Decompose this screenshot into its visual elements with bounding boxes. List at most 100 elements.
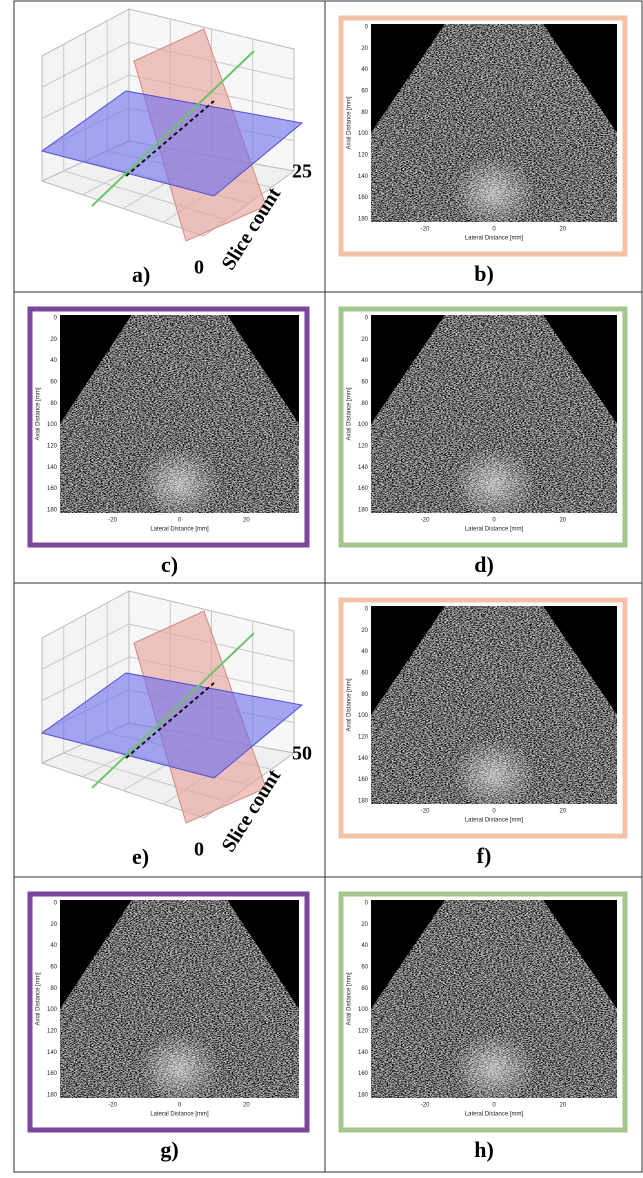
y-tick-label: 180 (358, 1093, 369, 1099)
bright-region (452, 157, 536, 228)
y-tick-label: 60 (361, 965, 368, 971)
x-tick-label: 20 (560, 227, 567, 233)
x-axis-label: Lateral Distance [mm] (150, 527, 209, 533)
y-axis-label: Axial Distance [mm] (36, 972, 42, 1025)
y-tick-label: 40 (361, 943, 368, 949)
panel-label: h) (474, 1137, 494, 1162)
bright-region (452, 739, 536, 810)
y-tick-label: 40 (50, 358, 57, 364)
x-tick-label: 20 (560, 1103, 567, 1109)
panel-label: g) (160, 1137, 178, 1162)
x-tick-label: 20 (560, 809, 567, 815)
y-tick-label: 160 (358, 195, 369, 201)
y-tick-label: 120 (358, 735, 369, 741)
y-tick-label: 80 (361, 692, 368, 698)
x-tick-label: -20 (108, 518, 117, 524)
x-tick-label: -20 (421, 1103, 430, 1109)
y-tick-label: 20 (361, 337, 368, 343)
slice-count-max: 25 (292, 161, 312, 183)
y-tick-label: 20 (50, 922, 57, 928)
y-tick-label: 140 (358, 756, 369, 762)
y-tick-label: 60 (361, 89, 368, 95)
y-tick-label: 160 (358, 486, 369, 492)
y-tick-label: 120 (358, 1029, 369, 1035)
y-tick-label: 60 (50, 965, 57, 971)
y-tick-label: 100 (358, 713, 369, 719)
ultrasound-panel: 020406080100120140160180-20020Lateral Di… (30, 309, 307, 577)
x-tick-label: -20 (108, 1103, 117, 1109)
x-tick-label: -20 (421, 809, 430, 815)
y-tick-label: 60 (361, 671, 368, 677)
y-tick-label: 80 (50, 401, 57, 407)
y-tick-label: 60 (361, 380, 368, 386)
y-tick-label: 20 (361, 46, 368, 52)
y-tick-label: 180 (358, 799, 369, 805)
x-tick-label: 20 (243, 1103, 250, 1109)
y-tick-label: 80 (361, 401, 368, 407)
x-tick-label: 20 (243, 518, 250, 524)
y-tick-label: 100 (358, 422, 369, 428)
slice-count-min: 0 (194, 839, 204, 861)
y-tick-label: 40 (361, 649, 368, 655)
y-tick-label: 160 (47, 1071, 58, 1077)
y-tick-label: 80 (50, 986, 57, 992)
y-tick-label: 140 (47, 1050, 58, 1056)
bright-region (452, 1033, 536, 1104)
y-tick-label: 100 (358, 1007, 369, 1013)
x-axis-label: Lateral Distance [mm] (465, 236, 524, 242)
y-axis-label: Axial Distance [mm] (347, 96, 353, 149)
y-tick-label: 120 (47, 1029, 58, 1035)
y-tick-label: 120 (358, 153, 369, 159)
y-axis-label: Axial Distance [mm] (347, 387, 353, 440)
y-tick-label: 180 (47, 508, 58, 514)
slice-count-min: 0 (194, 257, 204, 279)
y-tick-label: 20 (361, 922, 368, 928)
panel-label: b) (474, 261, 494, 286)
x-tick-label: 20 (560, 518, 567, 524)
x-axis-label: Lateral Distance [mm] (465, 1112, 524, 1118)
x-axis-label: Lateral Distance [mm] (465, 818, 524, 824)
y-axis-label: Axial Distance [mm] (347, 678, 353, 731)
y-tick-label: 180 (47, 1093, 58, 1099)
y-tick-label: 100 (47, 1007, 58, 1013)
y-tick-label: 160 (47, 486, 58, 492)
y-tick-label: 60 (50, 380, 57, 386)
y-tick-label: 180 (358, 508, 369, 514)
x-axis-label: Lateral Distance [mm] (150, 1112, 209, 1118)
panel-label: d) (474, 552, 494, 577)
y-tick-label: 40 (361, 67, 368, 73)
y-tick-label: 180 (358, 217, 369, 223)
y-tick-label: 40 (50, 943, 57, 949)
x-tick-label: -20 (421, 518, 430, 524)
y-tick-label: 160 (358, 777, 369, 783)
slice-count-max: 50 (292, 743, 312, 765)
y-tick-label: 140 (47, 465, 58, 471)
y-tick-label: 120 (358, 444, 369, 450)
y-tick-label: 20 (50, 337, 57, 343)
y-tick-label: 160 (358, 1071, 369, 1077)
y-tick-label: 140 (358, 1050, 369, 1056)
panel-label: a) (132, 262, 150, 287)
y-axis-label: Axial Distance [mm] (36, 387, 42, 440)
x-axis-label: Lateral Distance [mm] (465, 527, 524, 533)
y-tick-label: 20 (361, 628, 368, 634)
y-tick-label: 100 (358, 131, 369, 137)
panel-label: e) (132, 844, 149, 869)
y-tick-label: 80 (361, 110, 368, 116)
bright-region (452, 448, 536, 519)
figure: 250Slice counta)020406080100120140160180… (0, 0, 643, 1173)
y-tick-label: 120 (47, 444, 58, 450)
y-tick-label: 80 (361, 986, 368, 992)
bright-region (139, 1033, 220, 1104)
panel-label: f) (477, 843, 492, 868)
bright-region (139, 448, 220, 519)
y-tick-label: 140 (358, 465, 369, 471)
panel-label: c) (161, 552, 178, 577)
